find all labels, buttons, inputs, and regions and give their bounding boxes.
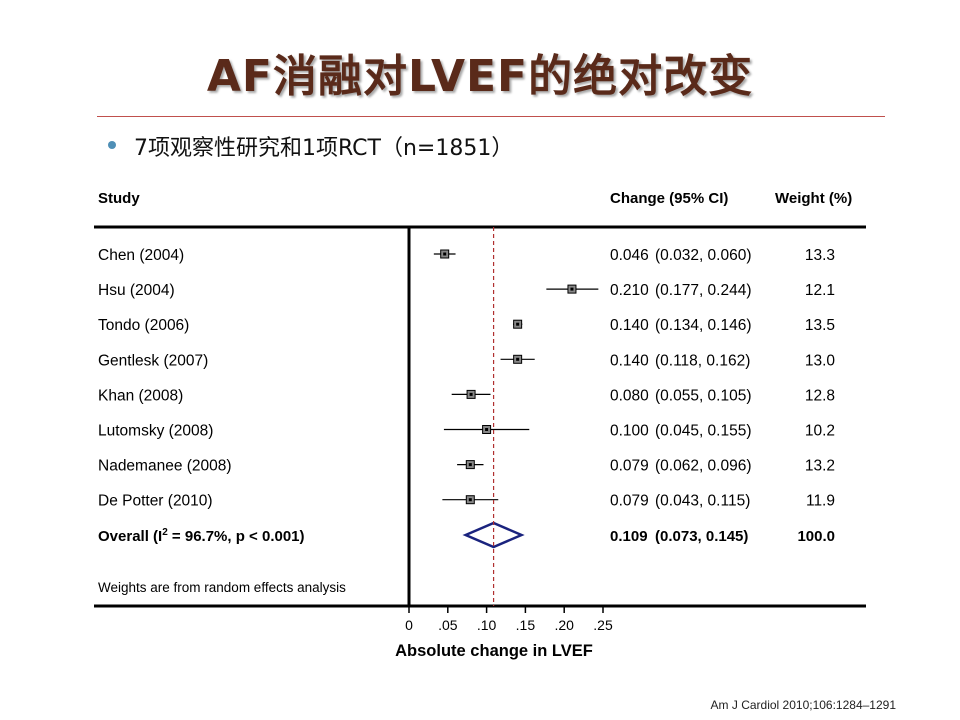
x-tick-label: 0 [405, 617, 413, 633]
study-ci: (0.032, 0.060) [655, 247, 752, 264]
header-study: Study [98, 190, 140, 207]
study-name: Tondo (2006) [98, 317, 189, 334]
slide-title: AF消融对LVEF的绝对改变 [206, 51, 754, 102]
overall-diamond [462, 521, 525, 549]
study-ci: (0.043, 0.115) [655, 493, 750, 510]
study-name: De Potter (2010) [98, 493, 213, 510]
bullet-dot-icon [108, 141, 116, 149]
study-name: Hsu (2004) [98, 282, 175, 299]
point-estimate-center [516, 322, 520, 326]
citation: Am J Cardiol 2010;106:1284–1291 [710, 698, 896, 712]
study-weight: 13.0 [805, 352, 836, 369]
study-change: 0.140 [610, 352, 649, 369]
point-estimate-center [468, 463, 472, 467]
point-estimate-center [468, 498, 472, 502]
study-ci: (0.062, 0.096) [655, 458, 752, 475]
study-name: Gentlesk (2007) [98, 352, 208, 369]
study-name: Nademanee (2008) [98, 458, 232, 475]
overall-change: 0.109 [610, 528, 648, 545]
x-tick-label: .10 [477, 617, 497, 633]
x-axis-label: Absolute change in LVEF [395, 642, 593, 660]
study-weight: 10.2 [805, 423, 835, 440]
study-ci: (0.177, 0.244) [655, 282, 752, 299]
study-name: Khan (2008) [98, 387, 183, 404]
study-weight: 11.9 [806, 493, 835, 510]
study-weight: 12.1 [805, 282, 835, 299]
study-change: 0.080 [610, 387, 649, 404]
title-divider [97, 116, 885, 117]
study-ci: (0.118, 0.162) [655, 352, 750, 369]
x-tick-label: .25 [593, 617, 613, 633]
study-change: 0.210 [610, 282, 649, 299]
point-estimate-center [485, 428, 489, 431]
x-tick-label: .20 [554, 617, 574, 633]
point-estimate-center [443, 252, 447, 256]
study-weight: 13.3 [805, 247, 835, 264]
study-name: Chen (2004) [98, 247, 184, 264]
header-weight: Weight (%) [775, 190, 852, 207]
bullet-text: 7项观察性研究和1项RCT（n=1851） [134, 136, 514, 161]
study-weight: 13.5 [805, 317, 835, 334]
x-tick-label: .05 [438, 617, 458, 633]
point-estimate-center [570, 287, 574, 291]
point-estimate-center [516, 357, 520, 361]
overall-label: Overall (I2 = 96.7%, p < 0.001) [98, 527, 305, 545]
point-estimate-center [469, 392, 473, 396]
overall-ci: (0.073, 0.145) [655, 528, 748, 545]
study-name: Lutomsky (2008) [98, 423, 213, 440]
study-change: 0.046 [610, 247, 649, 264]
study-change: 0.100 [610, 423, 649, 440]
study-ci: (0.045, 0.155) [655, 423, 752, 440]
study-change: 0.140 [610, 317, 649, 334]
study-weight: 13.2 [805, 458, 835, 475]
study-ci: (0.055, 0.105) [655, 387, 752, 404]
footnote: Weights are from random effects analysis [98, 580, 346, 595]
study-weight: 12.8 [805, 387, 835, 404]
study-change: 0.079 [610, 458, 649, 475]
header-change: Change (95% CI) [610, 190, 728, 207]
x-tick-label: .15 [516, 617, 536, 633]
study-ci: (0.134, 0.146) [655, 317, 752, 334]
study-change: 0.079 [610, 493, 649, 510]
overall-weight: 100.0 [797, 528, 835, 545]
